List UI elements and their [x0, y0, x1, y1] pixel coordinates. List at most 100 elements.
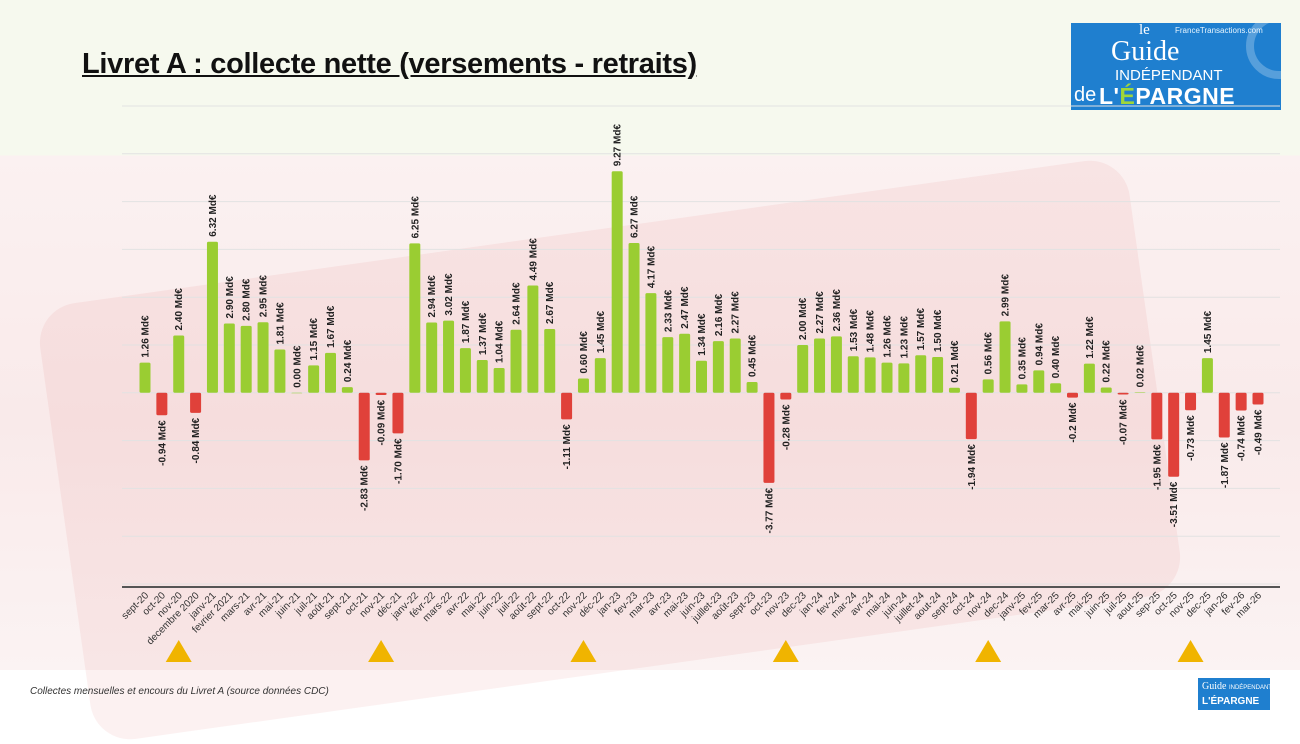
bar — [932, 356, 944, 393]
bar — [561, 392, 573, 420]
data-label: 9.27 Md€ — [613, 124, 624, 167]
data-label: 2.27 Md€ — [731, 291, 742, 334]
bar — [628, 242, 640, 393]
bar — [679, 333, 691, 393]
data-label: 2.94 Md€ — [427, 275, 438, 318]
triangle-marker — [368, 640, 395, 662]
data-label: 4.17 Md€ — [646, 245, 657, 288]
bar — [1033, 370, 1045, 393]
bar — [1168, 392, 1180, 477]
data-label: 1.50 Md€ — [933, 309, 944, 352]
bar — [341, 387, 353, 393]
data-label: -3.77 Md€ — [764, 487, 775, 533]
bar — [476, 360, 488, 393]
source-footnote: Collectes mensuelles et encours du Livre… — [30, 686, 329, 697]
data-label: 1.26 Md€ — [141, 315, 152, 358]
data-label: -1.70 Md€ — [393, 438, 404, 484]
triangle-marker — [570, 640, 597, 662]
data-label: 1.37 Md€ — [478, 312, 489, 355]
data-label: 1.22 Md€ — [1085, 316, 1096, 359]
bar — [257, 322, 269, 393]
data-label: 1.34 Md€ — [697, 313, 708, 356]
bar — [965, 392, 977, 440]
data-label: -0.94 Md€ — [157, 420, 168, 466]
data-label: 2.47 Md€ — [680, 286, 691, 329]
bar — [206, 241, 218, 393]
data-label: 1.48 Md€ — [866, 310, 877, 353]
triangle-marker — [1177, 640, 1204, 662]
bar — [459, 348, 471, 393]
data-label: 0.35 Md€ — [1017, 337, 1028, 380]
data-label: 1.45 Md€ — [596, 310, 607, 353]
data-label: 1.15 Md€ — [309, 318, 320, 361]
data-label: 6.32 Md€ — [208, 194, 219, 237]
logo-ring — [1246, 23, 1281, 79]
bar — [780, 392, 792, 400]
triangle-marker — [975, 640, 1002, 662]
data-label: 0.45 Md€ — [748, 334, 759, 377]
bar — [1016, 384, 1028, 393]
bar — [1050, 383, 1062, 393]
data-label: 1.53 Md€ — [849, 309, 860, 352]
bar — [847, 356, 859, 393]
triangle-marker — [772, 640, 799, 662]
small-logo: Guide INDÉPENDANT L'ÉPARGNE — [1198, 678, 1270, 710]
bar — [139, 362, 151, 393]
bar — [1134, 392, 1146, 393]
bar — [645, 293, 657, 393]
data-label: 1.57 Md€ — [916, 308, 927, 351]
data-label: -0.09 Md€ — [377, 400, 388, 446]
bar — [240, 325, 252, 393]
bar — [325, 352, 336, 393]
data-label: 2.90 Md€ — [225, 276, 236, 319]
bar — [746, 382, 758, 393]
bar — [898, 363, 910, 393]
bar — [830, 336, 842, 393]
bar — [814, 338, 826, 393]
data-label: 1.67 Md€ — [326, 305, 337, 348]
logo-guide: Guide — [1111, 36, 1180, 67]
data-label: -1.95 Md€ — [1152, 444, 1163, 490]
data-label: -0.49 Md€ — [1254, 409, 1265, 455]
data-label: 0.02 Md€ — [1135, 345, 1146, 388]
data-label: 2.16 Md€ — [714, 293, 725, 336]
bar — [763, 392, 775, 483]
data-label: 0.56 Md€ — [984, 332, 995, 375]
data-label: 0.22 Md€ — [1102, 340, 1113, 383]
data-label: -0.2 Md€ — [1068, 402, 1079, 442]
bar — [190, 392, 202, 413]
bar — [1218, 392, 1230, 438]
bar — [375, 392, 387, 395]
data-label: 3.02 Md€ — [444, 273, 455, 316]
bar — [982, 379, 994, 393]
logo-epargne: L'ÉPARGNE — [1099, 83, 1236, 109]
data-label: 1.26 Md€ — [883, 315, 894, 358]
bar — [544, 328, 556, 393]
bar — [291, 392, 303, 394]
bar — [409, 243, 421, 393]
bar — [915, 355, 927, 393]
bar — [611, 171, 623, 393]
bar — [223, 323, 235, 393]
bar — [358, 392, 370, 461]
logo-site: FranceTransactions.com — [1175, 26, 1263, 35]
data-label: -0.28 Md€ — [781, 404, 792, 450]
bar — [1185, 392, 1197, 411]
bar — [156, 392, 168, 416]
bar — [577, 378, 589, 393]
data-label: 0.60 Md€ — [579, 331, 590, 374]
data-label: 6.25 Md€ — [410, 196, 421, 239]
data-label: 6.27 Md€ — [630, 195, 641, 238]
data-label: 2.95 Md€ — [259, 275, 270, 318]
bar — [864, 357, 876, 393]
data-label: -0.73 Md€ — [1186, 415, 1197, 461]
data-label: -1.94 Md€ — [967, 444, 978, 490]
data-label: 0.00 Md€ — [292, 345, 303, 388]
bar — [1100, 387, 1112, 393]
data-label: 0.21 Md€ — [950, 340, 961, 383]
bar — [662, 337, 674, 393]
bar — [1067, 392, 1078, 398]
bar — [999, 321, 1011, 393]
bar — [493, 367, 505, 393]
bar — [1235, 392, 1247, 411]
